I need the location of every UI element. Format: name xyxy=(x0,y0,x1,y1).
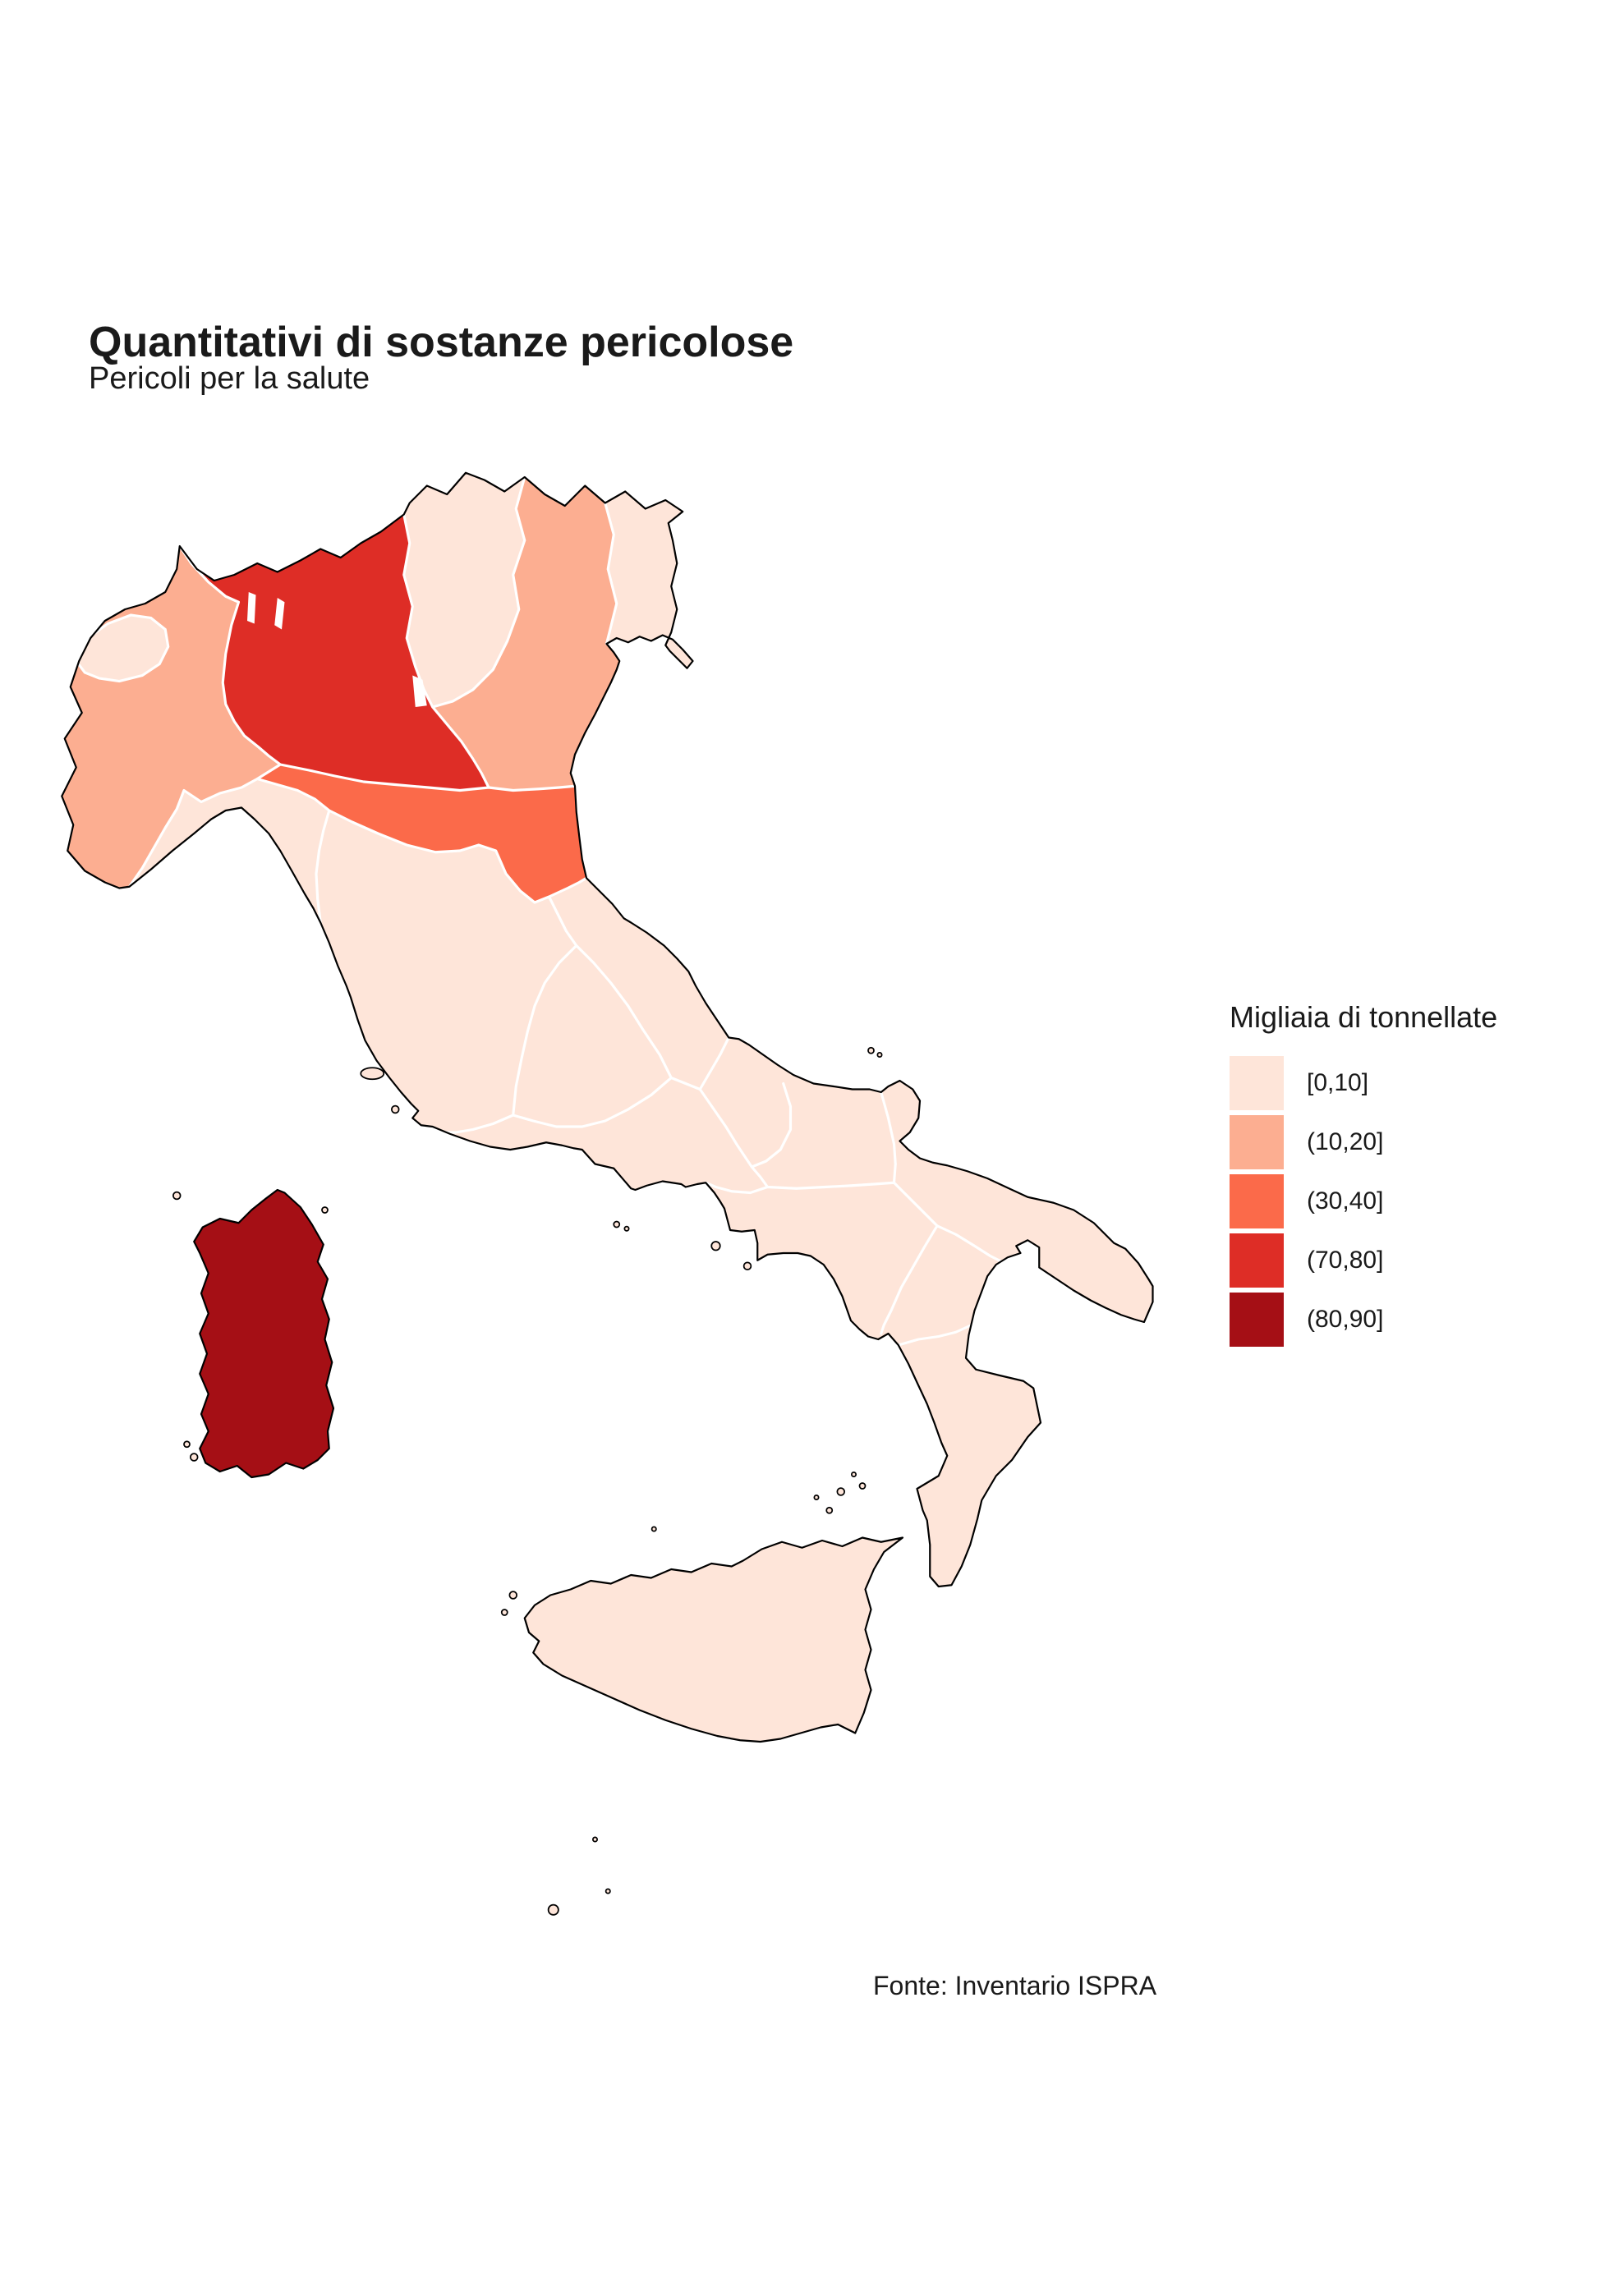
legend-swatch-4 xyxy=(1230,1293,1284,1347)
lake-como xyxy=(274,598,285,630)
legend-label-1: (10,20] xyxy=(1307,1128,1384,1155)
page-title: Quantitativi di sostanze pericolose xyxy=(89,318,794,366)
island-ponza-2 xyxy=(623,1225,630,1232)
island-giglio xyxy=(391,1104,400,1114)
legend-entry-4: (80,90] xyxy=(1230,1293,1609,1347)
island-eolie-3 xyxy=(851,1472,857,1477)
region-valle-daosta xyxy=(74,613,170,683)
legend-title: Migliaia di tonnellate xyxy=(1230,1000,1498,1034)
island-sanpietro xyxy=(183,1440,191,1449)
island-maddalena xyxy=(321,1206,329,1214)
island-pantelleria xyxy=(547,1903,559,1916)
island-ustica xyxy=(650,1526,657,1532)
lake-garda xyxy=(412,675,427,707)
island-lampedusa xyxy=(605,1888,611,1894)
island-capri xyxy=(742,1261,752,1270)
island-elba xyxy=(360,1067,385,1081)
island-linosa xyxy=(592,1836,598,1843)
region-lombardia xyxy=(179,514,489,791)
italy-choropleth-map xyxy=(49,460,1158,1926)
map-svg xyxy=(61,471,1154,1916)
legend-entry-0: [0,10] xyxy=(1230,1056,1609,1110)
region-sardegna xyxy=(193,1188,335,1479)
island-eolie-2 xyxy=(836,1487,845,1496)
island-santantioco xyxy=(190,1453,199,1462)
island-asinara xyxy=(172,1191,182,1201)
island-tremiti-2 xyxy=(876,1052,883,1058)
legend-entry-1: (10,20] xyxy=(1230,1115,1609,1169)
legend-swatch-3 xyxy=(1230,1233,1284,1288)
source-note: Fonte: Inventario ISPRA xyxy=(873,1971,1157,2000)
island-ischia xyxy=(710,1241,721,1251)
legend-swatch-1 xyxy=(1230,1115,1284,1169)
legend-label-3: (70,80] xyxy=(1307,1247,1384,1274)
legend-label-4: (80,90] xyxy=(1307,1306,1384,1333)
lake-maggiore xyxy=(247,592,256,624)
island-eolie-1 xyxy=(825,1506,834,1514)
island-eolie-5 xyxy=(813,1495,820,1500)
region-sicilia xyxy=(523,1536,904,1743)
island-ponza xyxy=(613,1220,621,1228)
island-egadi-2 xyxy=(500,1609,508,1616)
legend-label-0: [0,10] xyxy=(1307,1069,1369,1096)
legend-swatch-0 xyxy=(1230,1056,1284,1110)
island-tremiti-1 xyxy=(867,1046,875,1054)
map-legend: Migliaia di tonnellate [0,10] (10,20] (30,… xyxy=(1230,1000,1609,1352)
legend-entry-2: (30,40] xyxy=(1230,1174,1609,1228)
legend-label-2: (30,40] xyxy=(1307,1187,1384,1215)
minor-islands xyxy=(172,1046,883,1916)
island-eolie-4 xyxy=(858,1482,867,1490)
page-subtitle: Pericoli per la salute xyxy=(89,361,370,396)
legend-swatch-2 xyxy=(1230,1174,1284,1228)
region-veneto xyxy=(432,477,620,791)
legend-rows: [0,10] (10,20] (30,40] (70,80] (80,90] xyxy=(1230,1056,1609,1347)
region-borders xyxy=(127,475,1004,1347)
legend-entry-3: (70,80] xyxy=(1230,1233,1609,1288)
island-egadi-1 xyxy=(508,1591,517,1600)
